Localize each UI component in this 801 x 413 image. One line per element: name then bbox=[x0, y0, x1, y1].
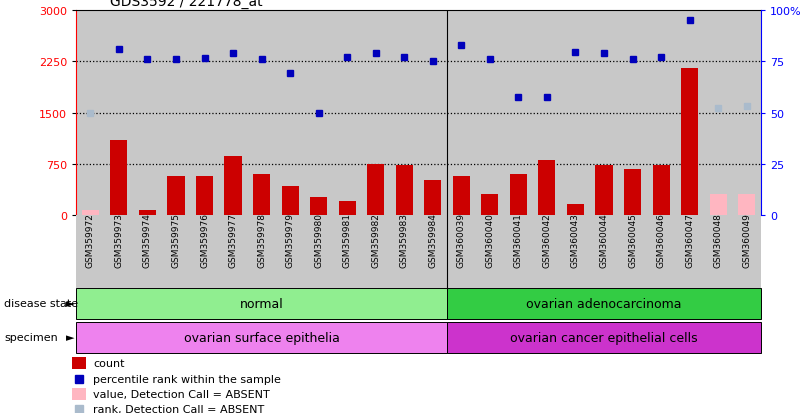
Bar bbox=[282, 186, 299, 216]
Bar bbox=[76, 288, 447, 319]
Text: percentile rank within the sample: percentile rank within the sample bbox=[93, 374, 281, 384]
Bar bbox=[710, 195, 727, 216]
Bar bbox=[453, 177, 470, 216]
Bar bbox=[111, 140, 127, 216]
Text: rank, Detection Call = ABSENT: rank, Detection Call = ABSENT bbox=[93, 404, 264, 413]
Bar bbox=[425, 181, 441, 216]
Text: ovarian adenocarcinoma: ovarian adenocarcinoma bbox=[526, 297, 682, 310]
Bar bbox=[253, 175, 270, 216]
Bar bbox=[447, 288, 761, 319]
Bar bbox=[139, 210, 156, 216]
Bar bbox=[538, 160, 555, 216]
Bar bbox=[624, 169, 641, 216]
Text: ►: ► bbox=[66, 298, 74, 309]
Text: specimen: specimen bbox=[4, 332, 58, 343]
Bar bbox=[76, 322, 447, 353]
Bar bbox=[509, 175, 527, 216]
Bar bbox=[595, 166, 613, 216]
Bar bbox=[567, 205, 584, 216]
Bar bbox=[196, 177, 213, 216]
Text: disease state: disease state bbox=[4, 298, 78, 309]
Bar bbox=[481, 195, 498, 216]
Bar bbox=[738, 195, 755, 216]
Text: ovarian cancer epithelial cells: ovarian cancer epithelial cells bbox=[510, 331, 698, 344]
Bar bbox=[396, 166, 413, 216]
Text: ►: ► bbox=[66, 332, 74, 343]
Bar bbox=[653, 166, 670, 216]
Bar bbox=[72, 388, 86, 400]
Text: normal: normal bbox=[239, 297, 284, 310]
Text: value, Detection Call = ABSENT: value, Detection Call = ABSENT bbox=[93, 389, 270, 399]
Bar bbox=[72, 357, 86, 370]
Bar bbox=[367, 164, 384, 216]
Bar bbox=[167, 177, 184, 216]
Bar bbox=[82, 210, 99, 216]
Text: ovarian surface epithelia: ovarian surface epithelia bbox=[183, 331, 340, 344]
Text: count: count bbox=[93, 358, 125, 368]
Bar bbox=[447, 322, 761, 353]
Text: GDS3592 / 221778_at: GDS3592 / 221778_at bbox=[111, 0, 263, 9]
Bar bbox=[310, 197, 327, 216]
Bar bbox=[339, 202, 356, 216]
Bar bbox=[681, 69, 698, 216]
Bar bbox=[224, 156, 242, 216]
